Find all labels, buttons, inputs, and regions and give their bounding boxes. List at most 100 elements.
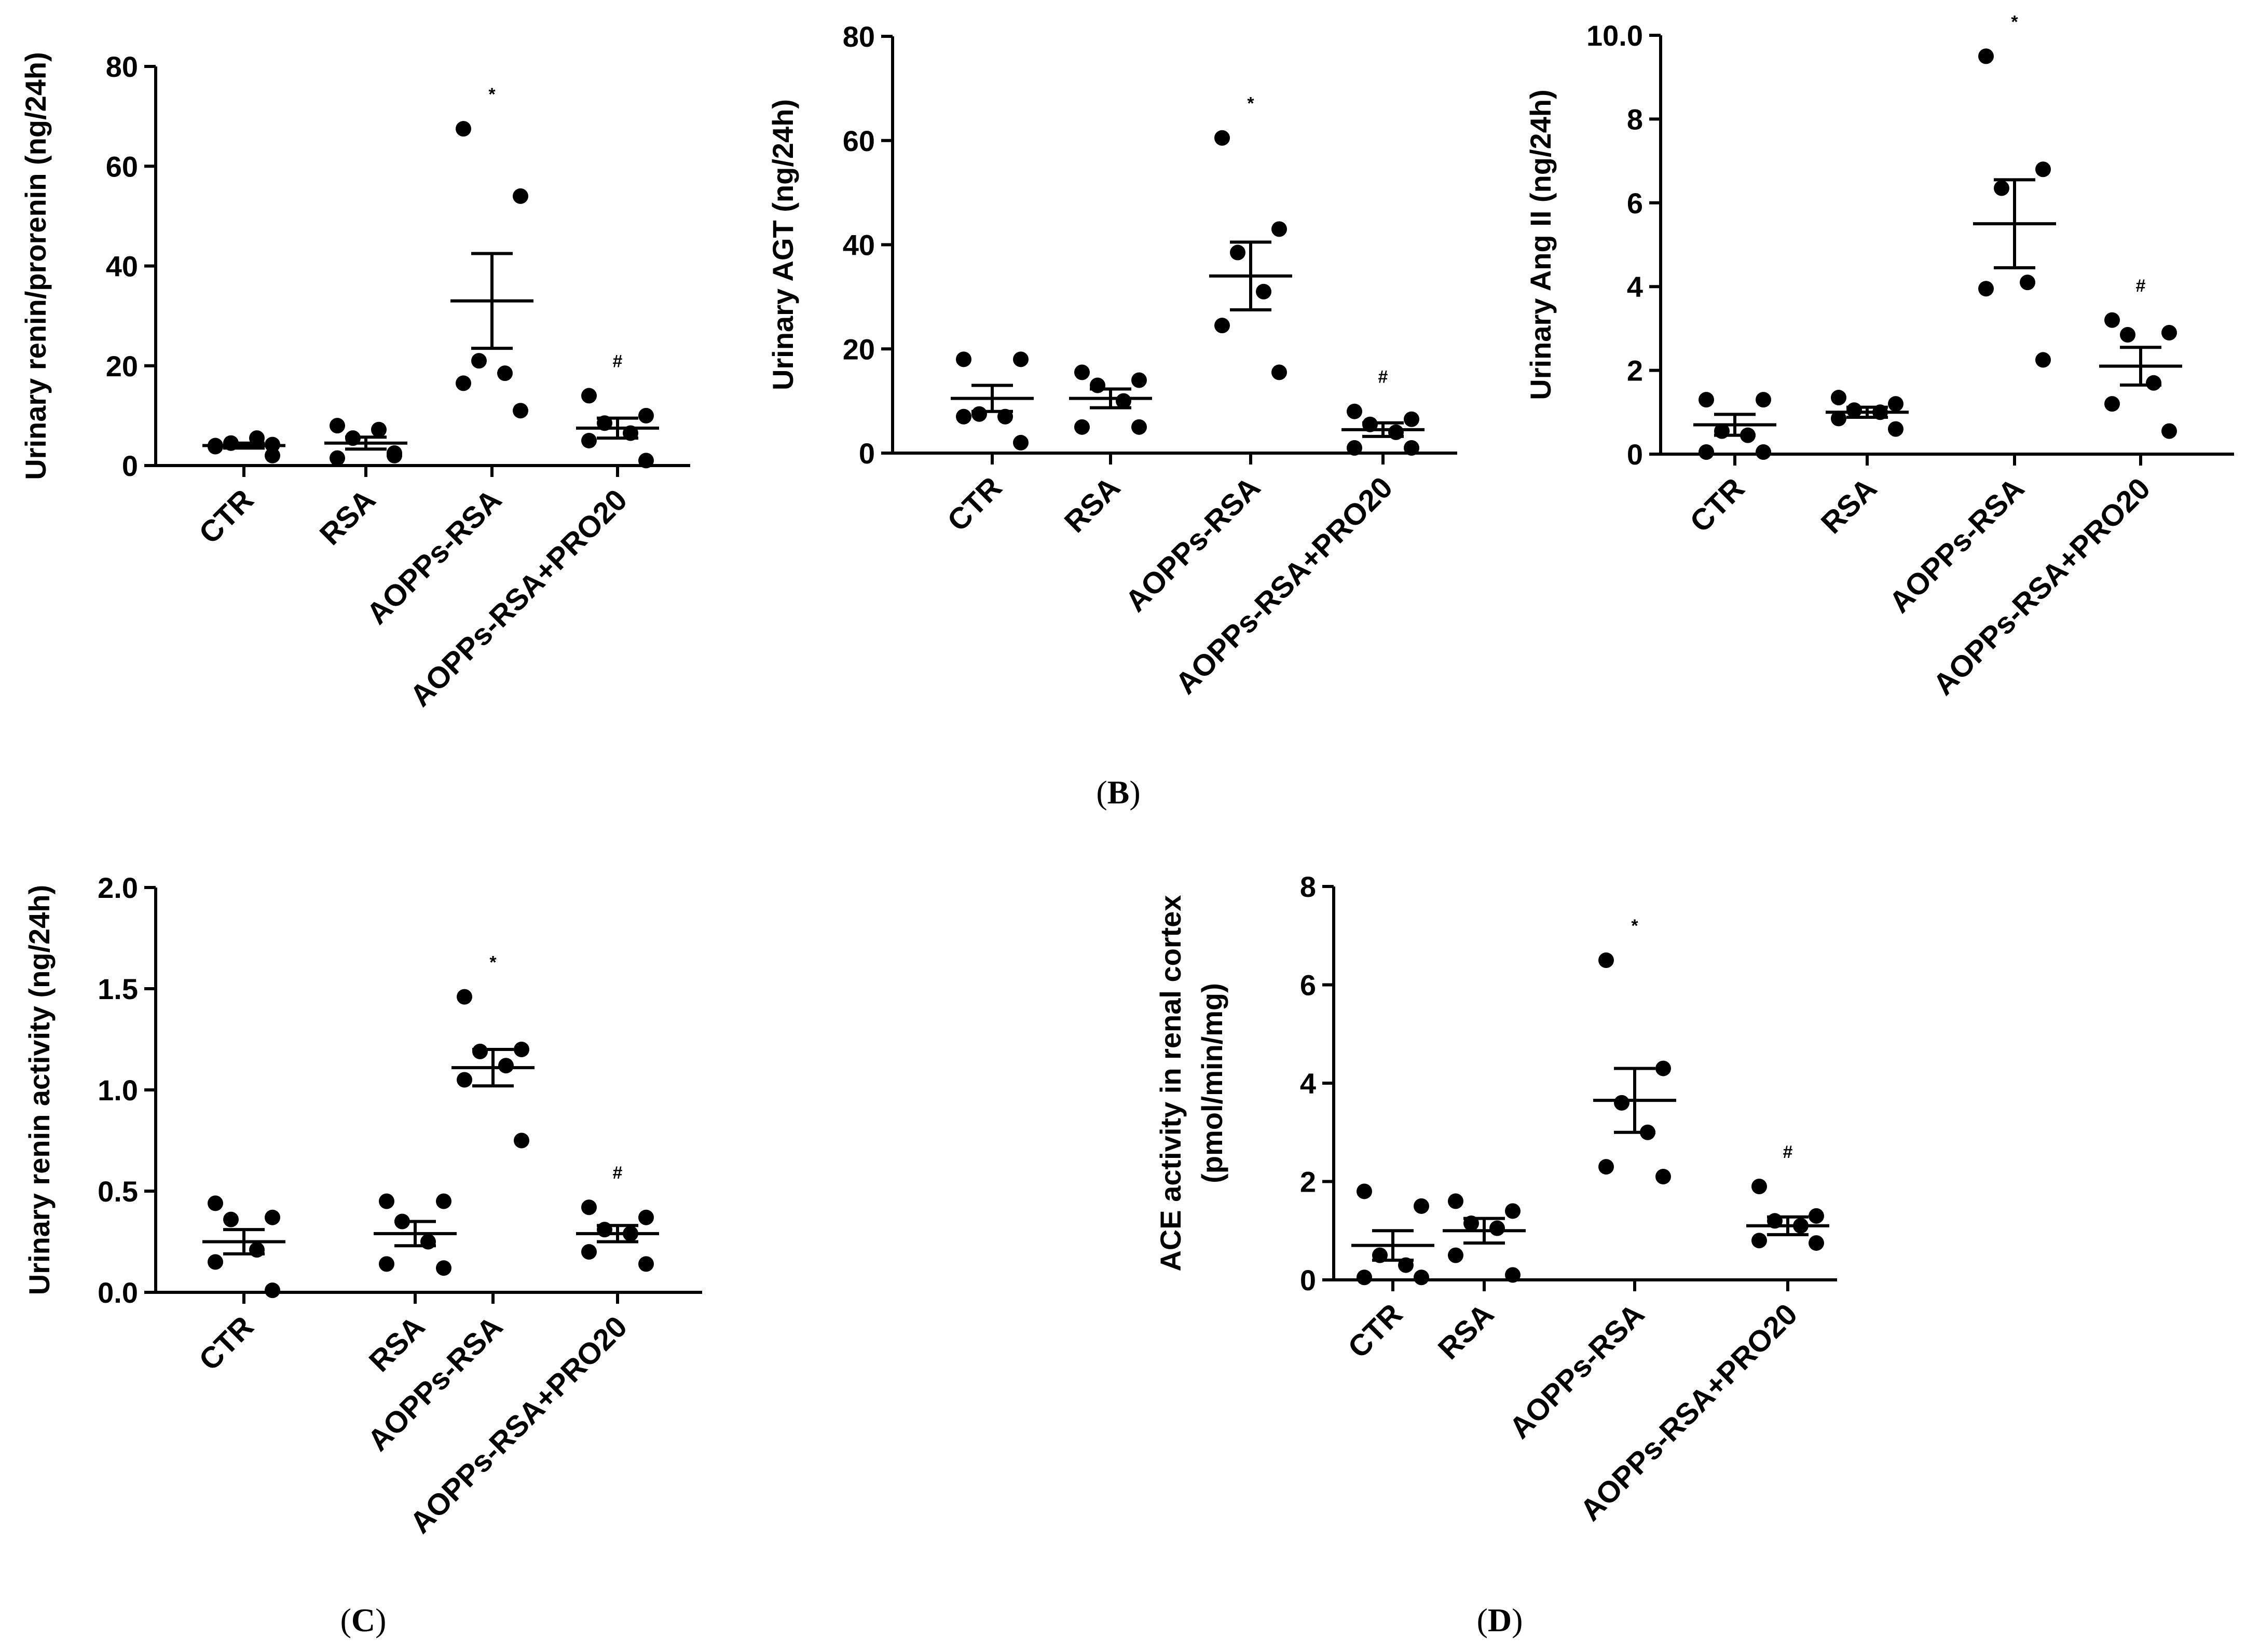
data-point — [1404, 440, 1419, 456]
data-point — [1888, 421, 1903, 437]
x-category-label: AOPPs-RSA — [1119, 470, 1267, 618]
significance-mark: # — [1783, 1142, 1793, 1162]
data-point — [330, 418, 345, 434]
data-point — [1463, 1216, 1479, 1232]
y-tick-label: 2 — [1300, 1166, 1316, 1198]
data-point — [1655, 1060, 1671, 1076]
x-category-label: RSA — [1815, 471, 1884, 540]
data-point — [223, 1211, 239, 1227]
data-point — [2146, 375, 2161, 391]
significance-mark: # — [613, 351, 623, 371]
data-point — [1793, 1218, 1809, 1234]
y-tick-label: 60 — [843, 125, 875, 157]
chart-ace-activity: 0 2 4 6 8 ACE activity in renal cortex (pmol/m… — [1154, 870, 1837, 1527]
data-point — [581, 1199, 597, 1216]
x-category-label: CTR — [1683, 471, 1751, 539]
data-point — [456, 375, 471, 391]
data-point — [265, 1282, 280, 1299]
data-point — [456, 121, 471, 137]
panel-caption-c: (C) — [340, 1602, 387, 1639]
chart-urinary-ang-ii: 0 2 4 6 8 10.0 Urinary Ang II (ng/24h) CTR RSA AO… — [1524, 12, 2234, 702]
data-point — [623, 1225, 638, 1241]
y-tick-label: 0 — [122, 449, 138, 482]
data-point — [2035, 161, 2051, 178]
data-point — [1831, 411, 1846, 427]
data-point — [1751, 1178, 1767, 1194]
data-point — [1809, 1208, 1824, 1224]
data-point — [1414, 1269, 1429, 1286]
data-point — [2104, 396, 2120, 412]
y-tick-label: 0 — [859, 437, 875, 470]
significance-mark: # — [1378, 367, 1388, 387]
data-point — [436, 1193, 451, 1209]
data-point — [330, 450, 345, 466]
significance-mark: * — [488, 85, 496, 104]
data-point — [249, 430, 265, 446]
data-point — [1614, 1095, 1629, 1111]
x-category-label: CTR — [941, 470, 1008, 538]
y-tick-label: 8 — [1300, 870, 1316, 903]
data-point — [420, 1234, 436, 1250]
y-tick-label: 80 — [843, 20, 875, 53]
chart-urinary-renin-activity: 0.0 0.5 1.0 1.5 2.0 Urinary renin activity (n… — [23, 871, 702, 1540]
y-tick-label: 2 — [1627, 354, 1643, 387]
data-point — [379, 1256, 394, 1272]
data-point — [387, 445, 402, 461]
data-point — [1013, 351, 1029, 367]
y-axis-title-line2: (pmol/min/mg) — [1196, 983, 1228, 1183]
data-point — [249, 1242, 265, 1258]
data-point — [2120, 327, 2135, 343]
y-tick-label: 1.5 — [98, 973, 138, 1005]
data-point — [1013, 434, 1029, 450]
data-point — [208, 439, 223, 455]
y-tick-label: 4 — [1627, 270, 1643, 303]
significance-mark: # — [613, 1163, 623, 1183]
data-point — [1640, 1124, 1655, 1140]
data-point — [1090, 377, 1105, 393]
x-category-label: RSA — [363, 1309, 432, 1378]
x-category-label: AOPPs-RSA+PRO20 — [1169, 470, 1399, 701]
x-category-label: AOPPs-RSA+PRO20 — [403, 1309, 634, 1540]
data-point — [597, 415, 612, 431]
data-point — [1714, 423, 1730, 439]
data-point — [1489, 1220, 1505, 1236]
data-point — [1230, 244, 1245, 261]
data-point — [1256, 283, 1271, 299]
data-point — [1414, 1198, 1429, 1214]
data-point — [1655, 1169, 1671, 1185]
y-tick-label: 40 — [843, 229, 875, 262]
data-point — [2020, 275, 2035, 291]
data-point — [208, 1254, 223, 1270]
data-point — [1598, 1159, 1614, 1175]
x-category-label: RSA — [313, 483, 382, 552]
y-tick-label: 4 — [1300, 1067, 1316, 1100]
data-point — [379, 1193, 394, 1209]
y-tick-label: 2.0 — [98, 871, 138, 904]
significance-mark: * — [1247, 94, 1254, 114]
data-point — [457, 989, 472, 1005]
data-point — [1699, 392, 1714, 408]
data-point — [1131, 419, 1147, 435]
data-point — [2035, 352, 2051, 368]
x-category-label: AOPPs-RSA+PRO20 — [403, 483, 634, 713]
data-point — [638, 407, 654, 424]
significance-mark: * — [489, 953, 497, 973]
significance-mark: # — [2136, 276, 2146, 296]
data-point — [1809, 1235, 1824, 1251]
data-point — [208, 1195, 223, 1211]
data-point — [471, 353, 487, 369]
data-point — [1767, 1213, 1783, 1229]
data-point — [1888, 396, 1903, 412]
y-tick-label: 6 — [1300, 969, 1316, 1002]
significance-mark: * — [1631, 916, 1638, 936]
data-point — [1362, 416, 1378, 432]
data-point — [1357, 1183, 1372, 1199]
data-point — [472, 1043, 488, 1059]
y-tick-label: 40 — [106, 250, 138, 283]
y-tick-label: 0.0 — [98, 1276, 138, 1309]
y-tick-label: 0 — [1627, 438, 1643, 471]
y-axis-title: Urinary AGT (ng/24h) — [766, 99, 799, 390]
chart-urinary-renin-prorenin: 0 20 40 60 80 Urinary renin/prorenin (ng/24h)… — [19, 50, 690, 713]
